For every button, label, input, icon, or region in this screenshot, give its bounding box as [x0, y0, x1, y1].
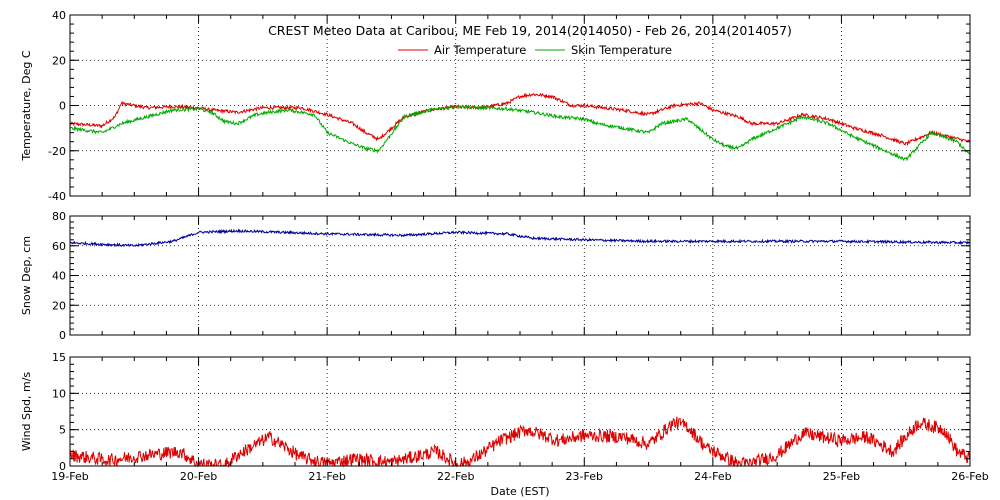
series-line-p1-2: [69, 104, 971, 162]
y-tick-label: 80: [52, 210, 66, 223]
panels-group: -40 -20 0 20 40 Temperature, Deg C 0 20 40 60 80 Sn…: [20, 9, 989, 483]
x-tick-label: 20-Feb: [180, 470, 217, 483]
y-tick-label: 15: [52, 351, 66, 364]
legend-label-2: Skin Temperature: [571, 43, 672, 57]
panel-frame: [69, 356, 971, 467]
y-tick-label: 0: [59, 460, 66, 473]
y-tick-label: 10: [52, 387, 66, 400]
y-tick-label: 0: [59, 329, 66, 342]
legend: Air Temperature Skin Temperature: [398, 43, 672, 57]
panel-3: 0 5 10 15 Wind Spd, m/s: [20, 351, 971, 473]
x-tick-label: 25-Feb: [823, 470, 860, 483]
y-axis-label-p1: Temperature, Deg C: [20, 50, 33, 161]
x-axis-label: Date (EST): [490, 485, 549, 498]
x-tick-label: 23-Feb: [566, 470, 603, 483]
x-tick-label: 21-Feb: [308, 470, 345, 483]
x-tick-label: 26-Feb: [951, 470, 988, 483]
y-axis-label-p3: Wind Spd, m/s: [20, 372, 33, 452]
series-line-p3-1: [69, 416, 971, 468]
panel-2: 0 20 40 60 80 Snow Dep, cm: [20, 210, 971, 342]
x-tick-label: 19-Feb: [51, 470, 88, 483]
chart-title: CREST Meteo Data at Caribou, ME Feb 19, …: [268, 23, 792, 38]
y-tick-label: 40: [52, 270, 66, 283]
x-tick-label: 22-Feb: [437, 470, 474, 483]
y-tick-label: 20: [52, 54, 66, 67]
y-tick-label: 5: [59, 424, 66, 437]
y-tick-label: -40: [48, 190, 66, 203]
y-tick-label: 20: [52, 299, 66, 312]
panel-1: -40 -20 0 20 40 Temperature, Deg C: [20, 9, 971, 203]
legend-label-1: Air Temperature: [434, 43, 526, 57]
y-tick-label: 60: [52, 240, 66, 253]
y-tick-label: -20: [48, 145, 66, 158]
series-line-p2-1: [69, 228, 971, 248]
series-line-p1-1: [69, 92, 971, 147]
y-tick-label: 40: [52, 9, 66, 22]
y-axis-label-p2: Snow Dep, cm: [20, 236, 33, 315]
y-tick-label: 0: [59, 100, 66, 113]
x-tick-label: 24-Feb: [694, 470, 731, 483]
